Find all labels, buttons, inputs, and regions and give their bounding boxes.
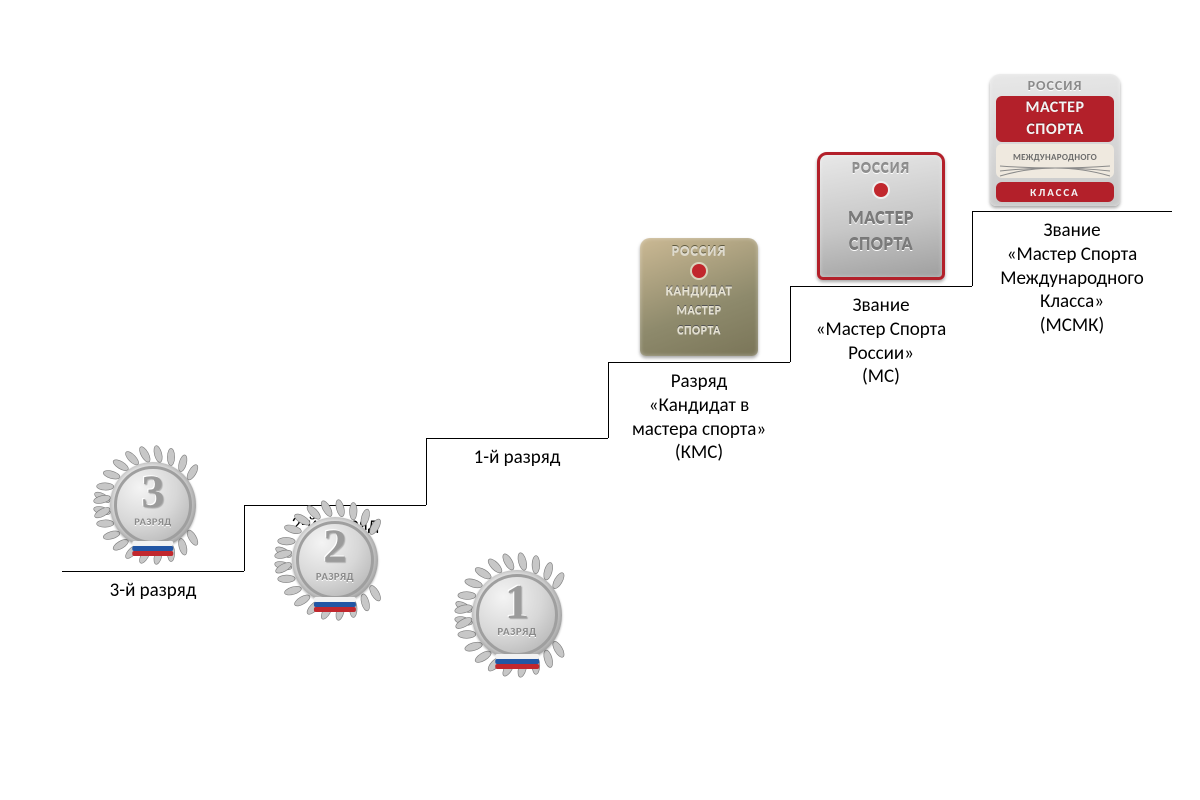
badge-kms: РОССИЯКАНДИДАТМАСТЕРСПОРТА <box>640 238 758 356</box>
badge-rank2: 2РАЗРЯД <box>273 498 397 622</box>
badge-sub-rank3: РАЗРЯД <box>92 515 214 528</box>
badge-rank1: 1РАЗРЯД <box>453 551 581 679</box>
badge-sub-rank2: РАЗРЯД <box>273 570 397 583</box>
step-tread-rank3 <box>62 571 244 572</box>
label-ms: Звание «Мастер Спорта России» (МС) <box>790 294 972 389</box>
label-msmk: Звание «Мастер Спорта Международного Кла… <box>972 219 1172 338</box>
label-rank3: 3-й разряд <box>62 579 244 603</box>
badge-msmk: РОССИЯМАСТЕРСПОРТАМЕЖДУНАРОДНОГОКЛАССА <box>990 74 1120 206</box>
step-tread-ms <box>790 286 972 287</box>
badge-number-rank1: 1 <box>453 574 581 630</box>
step-tread-kms <box>608 362 790 363</box>
sports-ranks-staircase: 3-й разряд2-й разряд1-й разрядРазряд «Ка… <box>0 0 1200 800</box>
badge-number-rank2: 2 <box>273 520 397 574</box>
badge-number-rank3: 3 <box>92 466 214 519</box>
step-tread-msmk <box>972 211 1172 212</box>
label-kms: Разряд «Кандидат в мастера спорта» (КМС) <box>608 370 790 465</box>
step-tread-rank1 <box>426 438 608 439</box>
label-rank1: 1-й разряд <box>426 446 608 470</box>
badge-rank3: 3РАЗРЯД <box>92 444 214 566</box>
badge-sub-rank1: РАЗРЯД <box>453 625 581 638</box>
badge-ms: РОССИЯМАСТЕРСПОРТА <box>817 152 945 280</box>
